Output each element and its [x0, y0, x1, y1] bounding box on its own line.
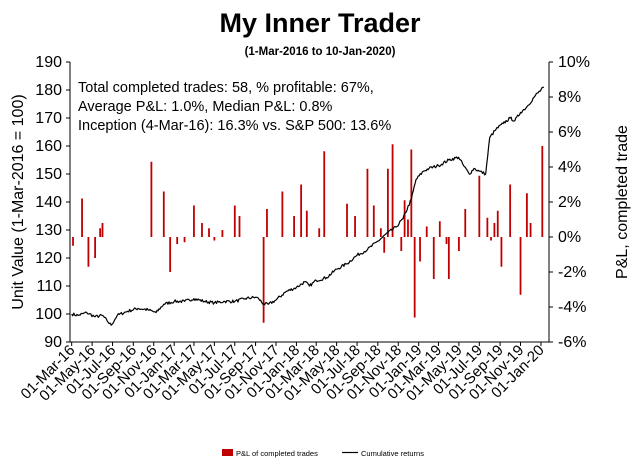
- x-axis-ticks: 01-Mar-1601-May-1601-Jul-1601-Sep-1601-N…: [18, 342, 548, 405]
- legend-swatch-bars: [222, 449, 233, 456]
- right-tick-label: 2%: [558, 194, 581, 211]
- left-tick-label: 100: [35, 306, 62, 323]
- pnl-bar: [72, 237, 74, 246]
- pnl-bar: [262, 237, 265, 323]
- pnl-bar: [464, 209, 467, 237]
- pnl-bar: [541, 146, 544, 237]
- pnl-bar: [525, 193, 528, 237]
- legend: P&L of completed trades Cumulative retur…: [222, 449, 424, 458]
- left-axis-ticks: 90 100 110 120 130 140 150 160 170 180 190: [35, 54, 70, 351]
- legend-label-line: Cumulative returns: [361, 449, 424, 458]
- pnl-bar: [201, 223, 203, 237]
- pnl-bar: [383, 237, 386, 253]
- right-tick-label: 6%: [558, 124, 581, 141]
- annotation-line-1: Total completed trades: 58, % profitable…: [78, 80, 374, 96]
- pnl-bar: [486, 217, 489, 237]
- pnl-bar: [425, 226, 428, 237]
- pnl-bar: [496, 210, 499, 237]
- pnl-bar: [419, 237, 421, 262]
- chart-subtitle: (1-Mar-2016 to 10-Jan-2020): [245, 46, 396, 58]
- right-axis-label: P&L, completed trade: [614, 125, 631, 279]
- pnl-bar: [346, 203, 348, 237]
- pnl-bar: [447, 237, 450, 279]
- pnl-bar: [305, 210, 308, 237]
- pnl-bar: [372, 205, 375, 237]
- left-axis-label: Unit Value (1-Mar-2016 = 100): [10, 94, 27, 309]
- pnl-bar: [213, 237, 216, 241]
- pnl-bar: [391, 144, 394, 237]
- left-tick-label: 110: [36, 278, 62, 295]
- pnl-bar: [318, 228, 321, 237]
- right-tick-label: -2%: [558, 264, 586, 281]
- right-tick-label: 4%: [558, 159, 581, 176]
- pnl-bar: [432, 237, 435, 279]
- legend-label-bars: P&L of completed trades: [236, 449, 318, 458]
- pnl-bar: [221, 230, 224, 237]
- pnl-bar: [445, 237, 448, 244]
- pnl-bar: [493, 223, 496, 237]
- left-tick-label: 120: [35, 250, 62, 267]
- pnl-bar: [379, 228, 382, 237]
- pnl-bar: [99, 228, 102, 237]
- pnl-bar: [150, 161, 153, 237]
- right-tick-label: 8%: [558, 89, 581, 106]
- pnl-bar: [490, 237, 492, 241]
- cumulative-returns-line: [71, 86, 545, 326]
- pnl-bar: [410, 149, 413, 237]
- annotation-line-3: Inception (4-Mar-16): 16.3% vs. S&P 500:…: [78, 118, 391, 134]
- right-tick-label: -4%: [558, 299, 586, 316]
- pnl-bar: [81, 198, 83, 237]
- left-tick-label: 170: [35, 110, 62, 127]
- pnl-bar: [300, 184, 303, 237]
- pnl-bar: [478, 175, 481, 237]
- pnl-bar: [101, 223, 104, 237]
- pnl-bar: [519, 237, 522, 295]
- pnl-bar: [87, 237, 90, 267]
- pnl-bar: [529, 223, 532, 237]
- pnl-bar: [500, 237, 503, 267]
- left-tick-label: 150: [35, 166, 62, 183]
- pnl-bar: [94, 237, 97, 258]
- pnl-bar: [400, 237, 403, 251]
- pnl-bar: [162, 191, 165, 237]
- pnl-bar: [208, 228, 210, 237]
- pnl-bar: [438, 221, 441, 237]
- pnl-bars: [72, 144, 544, 323]
- left-tick-label: 90: [44, 334, 62, 351]
- right-tick-label: 10%: [558, 54, 590, 71]
- right-tick-label: -6%: [558, 334, 586, 351]
- right-axis-ticks: -6% -4% -2% 0% 2% 4% 6% 8% 10%: [549, 54, 590, 351]
- pnl-bar: [509, 184, 512, 237]
- right-tick-label: 0%: [558, 229, 581, 246]
- pnl-bar: [407, 219, 409, 237]
- pnl-bar: [457, 237, 460, 251]
- left-tick-label: 190: [35, 54, 62, 71]
- pnl-bar: [386, 168, 389, 237]
- pnl-bar: [323, 151, 326, 237]
- pnl-bar: [366, 168, 369, 237]
- pnl-bar: [193, 205, 195, 237]
- pnl-bar: [281, 191, 284, 237]
- pnl-bar: [176, 237, 179, 244]
- pnl-bar: [413, 237, 416, 318]
- pnl-bar: [266, 209, 268, 237]
- left-tick-label: 130: [35, 222, 62, 239]
- annotation-line-2: Average P&L: 1.0%, Median P&L: 0.8%: [78, 99, 333, 115]
- pnl-bar: [169, 237, 172, 272]
- pnl-bar: [403, 200, 406, 237]
- pnl-bar: [238, 216, 241, 237]
- left-tick-label: 140: [35, 194, 62, 211]
- pnl-bar: [354, 216, 356, 237]
- pnl-bar: [233, 205, 236, 237]
- left-tick-label: 160: [35, 138, 62, 155]
- left-tick-label: 180: [35, 82, 62, 99]
- chart-title: My Inner Trader: [219, 8, 421, 38]
- pnl-bar: [183, 237, 186, 243]
- pnl-bar: [293, 216, 295, 237]
